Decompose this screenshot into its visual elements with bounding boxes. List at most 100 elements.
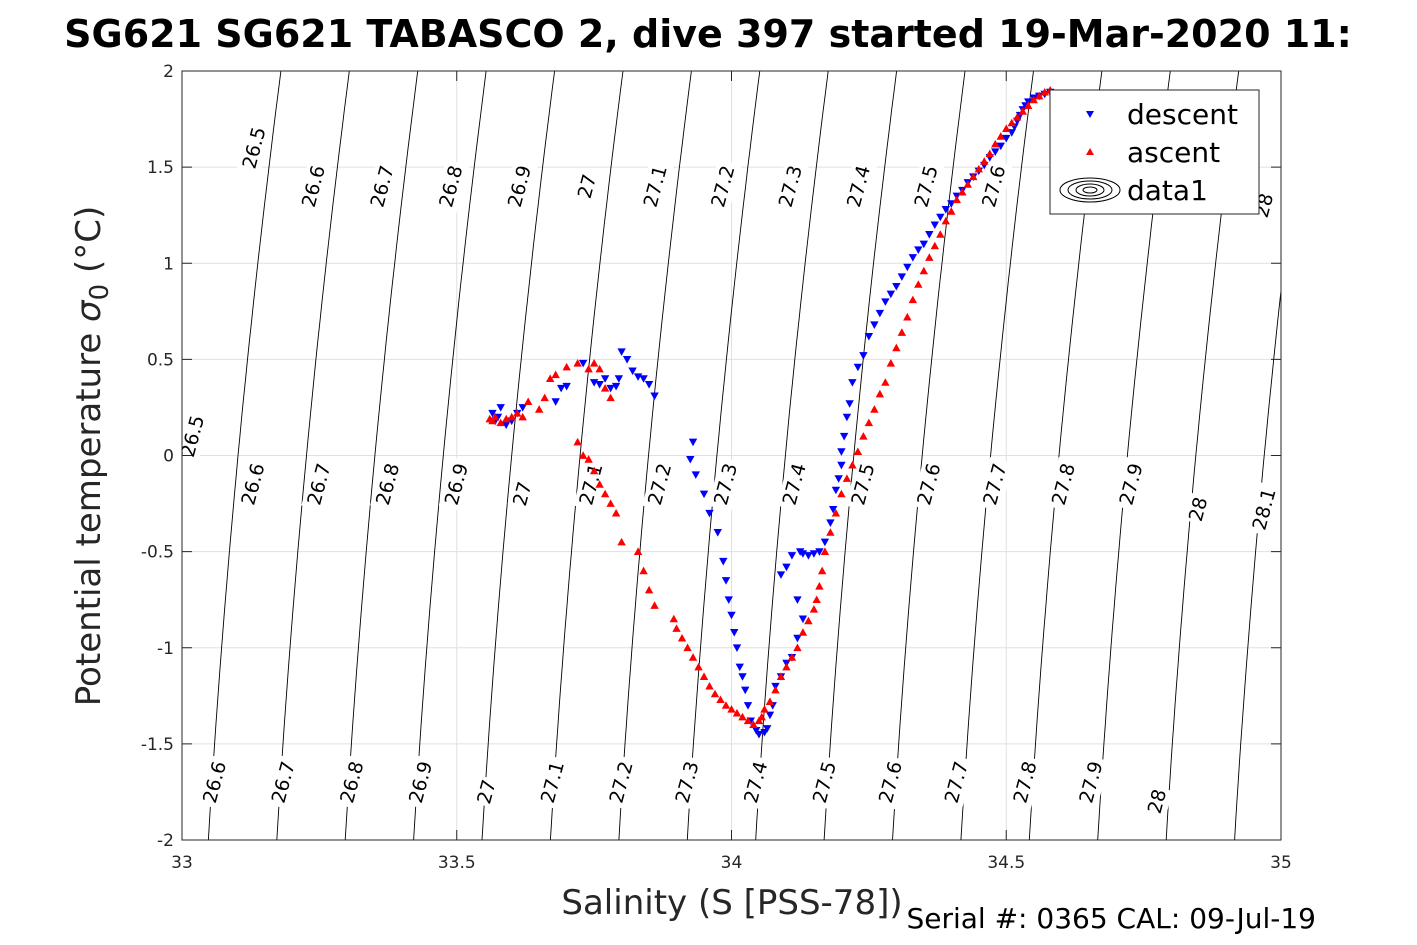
descent-point	[782, 563, 791, 572]
isopycnal-line	[1303, 71, 1376, 840]
descent-point	[688, 438, 698, 447]
ascent-point	[930, 241, 940, 250]
ascent-point	[705, 682, 714, 690]
contour-label: 27	[507, 477, 538, 511]
descent-point	[914, 246, 923, 254]
ascent-point	[749, 720, 758, 729]
ascent-point	[617, 537, 626, 546]
ascent-point	[864, 418, 874, 427]
descent-point	[743, 702, 753, 710]
descent-point	[831, 486, 841, 495]
descent-point	[820, 538, 830, 547]
contour-label-bg	[295, 159, 332, 214]
contour-label-bg	[911, 457, 948, 512]
ascent-point	[969, 172, 978, 181]
contour-label-bg	[573, 457, 610, 512]
ascent-point	[716, 695, 725, 704]
ascent-point	[848, 460, 857, 469]
contour-ring	[1075, 183, 1105, 197]
legend-entry-ascent: ascent	[1086, 136, 1220, 169]
series-ascent	[485, 86, 1055, 729]
y-tick-label: 0	[163, 447, 174, 467]
contour-label-bg	[507, 477, 538, 511]
ascent-point	[892, 343, 901, 352]
ascent-point	[760, 705, 769, 713]
ascent-point	[875, 389, 885, 398]
ascent-point	[947, 207, 956, 215]
ascent-point	[595, 480, 604, 488]
descent-point	[600, 375, 610, 383]
y-tick-label: -1	[157, 639, 174, 659]
contour-label-bg	[402, 755, 440, 810]
y-tick-label: 1.5	[147, 158, 174, 178]
ascent-point	[881, 378, 890, 386]
ascent-point	[817, 566, 827, 575]
legend-label: ascent	[1127, 136, 1220, 169]
ascent-point	[1035, 91, 1044, 100]
ascent-point	[534, 405, 544, 413]
ascent-point	[589, 466, 599, 475]
ascent-point	[985, 149, 994, 158]
isopycnal-line	[276, 71, 350, 840]
ascent-point	[600, 489, 610, 498]
ascent-point	[523, 397, 533, 406]
ascent-point	[925, 253, 934, 261]
ascent-point	[545, 374, 555, 382]
ascent-point	[820, 547, 830, 555]
ascent-point	[1007, 118, 1016, 127]
descent-point	[705, 509, 714, 518]
ascent-point	[859, 432, 868, 440]
contour-label-bg	[603, 755, 640, 810]
ascent-point	[633, 547, 643, 555]
isopycnal-line	[892, 71, 966, 840]
contour-marker-icon	[1059, 177, 1121, 203]
x-tick-label: 34.5	[987, 853, 1025, 873]
descent-point	[639, 375, 648, 383]
ascent-point	[639, 566, 648, 575]
isopycnal-line	[481, 71, 556, 840]
descent-point	[875, 309, 885, 318]
ascent-point	[727, 705, 736, 713]
ascent-point	[793, 643, 802, 652]
ascent-point	[551, 370, 560, 379]
descent-point	[595, 381, 604, 389]
contour-label-bg	[1007, 755, 1044, 810]
descent-point	[881, 298, 890, 306]
x-tick-label: 35	[1270, 853, 1292, 873]
contour-label-bg	[1113, 457, 1150, 512]
descent-point	[617, 348, 626, 356]
x-tick-label: 33.5	[438, 853, 476, 873]
descent-point	[518, 404, 527, 412]
contour-label-bg	[1246, 482, 1281, 537]
contour-label-bg	[872, 755, 909, 810]
isopycnal-line	[686, 71, 761, 840]
contour-label-bg	[1183, 492, 1214, 526]
ascent-point	[776, 672, 786, 680]
isopycnal-line	[618, 71, 692, 840]
descent-point	[848, 379, 857, 387]
y-tick-label: 1	[163, 254, 174, 274]
contour-label: 27	[471, 775, 503, 809]
y-axis-label: Potential temperature σ0 (°C)	[69, 206, 115, 706]
ascent-point	[1029, 95, 1038, 104]
descent-point	[845, 400, 854, 408]
ascent-point	[644, 585, 654, 594]
ascent-point	[573, 437, 582, 446]
contour-label-bg	[976, 159, 1013, 214]
descent-point	[828, 505, 838, 514]
legend-entry-descent: descent	[1086, 98, 1238, 131]
contour-label-bg	[1073, 755, 1110, 810]
descent-point	[936, 213, 945, 222]
isopycnal-line	[413, 71, 487, 840]
descent-point	[622, 356, 632, 364]
y-axis-label-sigma: σ	[69, 299, 109, 322]
ascent-marker-icon	[1086, 148, 1094, 155]
ascent-point	[688, 653, 698, 661]
y-tick-label: -0.5	[141, 543, 174, 563]
contour-label-bg	[301, 457, 338, 512]
ascent-point	[606, 499, 615, 507]
descent-point	[611, 382, 621, 391]
ascent-point	[837, 489, 846, 498]
x-tick-label: 34	[721, 853, 743, 873]
descent-point	[941, 206, 951, 214]
